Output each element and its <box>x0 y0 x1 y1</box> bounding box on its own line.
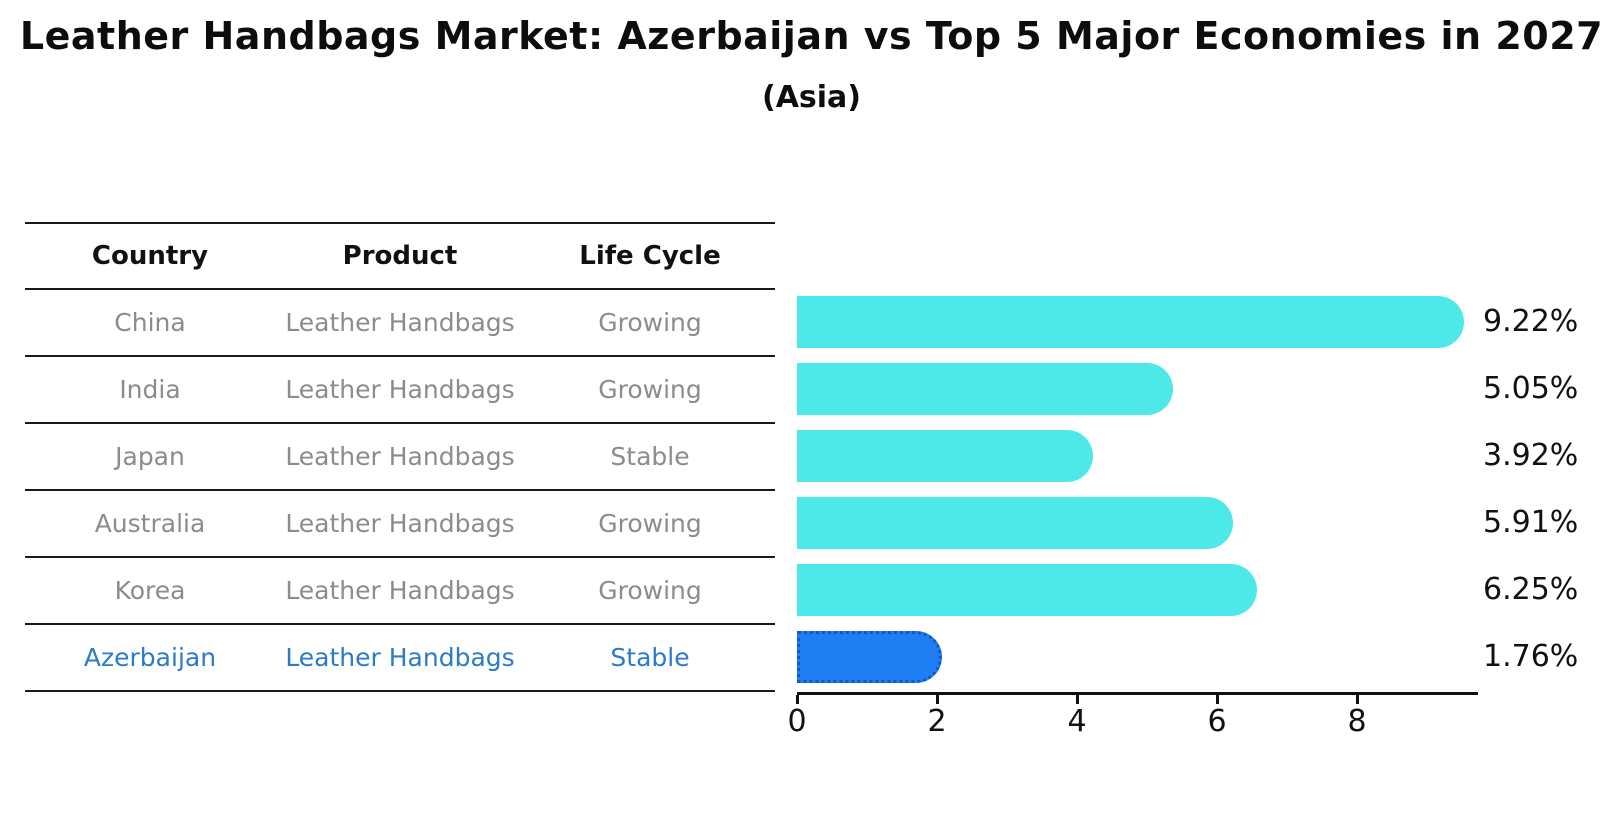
cell-life-cycle: Growing <box>598 509 702 538</box>
cell-country: China <box>114 308 186 337</box>
table-row-japan: Japan Leather Handbags Stable <box>25 424 775 491</box>
x-axis-tick <box>1356 695 1359 704</box>
column-header-country: Country <box>91 241 209 271</box>
value-label-japan: 3.92% <box>1483 438 1579 473</box>
cell-country: Azerbaijan <box>83 643 217 672</box>
table-row-korea: Korea Leather Handbags Growing <box>25 558 775 625</box>
bar-india <box>797 362 1173 415</box>
bar-china <box>797 295 1465 348</box>
value-label-india: 5.05% <box>1483 371 1579 406</box>
x-axis-tick <box>1216 695 1219 704</box>
cell-product: Leather Handbags <box>285 643 515 672</box>
value-label-china: 9.22% <box>1483 304 1579 339</box>
cell-product: Leather Handbags <box>285 576 515 605</box>
table-row-australia: Australia Leather Handbags Growing <box>25 491 775 558</box>
x-axis-tick-label: 0 <box>787 704 807 739</box>
cell-product: Leather Handbags <box>285 375 515 404</box>
x-axis-tick-label: 4 <box>1067 704 1087 739</box>
page-subtitle: (Asia) <box>761 80 862 115</box>
x-axis-tick <box>1076 695 1079 704</box>
value-label-australia: 5.91% <box>1483 505 1579 540</box>
cell-product: Leather Handbags <box>285 442 515 471</box>
x-axis-tick-label: 6 <box>1207 704 1227 739</box>
cell-life-cycle: Growing <box>598 576 702 605</box>
column-header-life-cycle: Life Cycle <box>579 241 721 271</box>
table-row-india: India Leather Handbags Growing <box>25 357 775 424</box>
cell-life-cycle: Stable <box>610 442 690 471</box>
bar-chart: 9.22% 5.05% 3.92% 5.91% 6.25% 1.76% 0 2 … <box>787 288 1623 823</box>
x-axis-tick <box>936 695 939 704</box>
x-axis-tick-label: 2 <box>927 704 947 739</box>
table-row-azerbaijan: Azerbaijan Leather Handbags Stable <box>25 625 775 692</box>
cell-life-cycle: Stable <box>610 643 690 672</box>
bar-azerbaijan <box>797 630 943 683</box>
cell-country: Korea <box>114 576 186 605</box>
x-axis-tick <box>796 695 799 704</box>
page-title: Leather Handbags Market: Azerbaijan vs T… <box>19 14 1604 58</box>
x-axis-tick-label: 8 <box>1347 704 1367 739</box>
bar-korea <box>797 563 1257 616</box>
cell-life-cycle: Growing <box>598 308 702 337</box>
table-header-row: Country Product Life Cycle <box>25 222 775 290</box>
bar-australia <box>797 496 1233 549</box>
value-label-korea: 6.25% <box>1483 572 1579 607</box>
cell-country: Australia <box>94 509 206 538</box>
cell-life-cycle: Growing <box>598 375 702 404</box>
x-axis-line <box>797 692 1478 695</box>
country-table: Country Product Life Cycle China Leather… <box>25 222 775 692</box>
cell-country: India <box>119 375 181 404</box>
column-header-product: Product <box>342 241 458 271</box>
table-row-china: China Leather Handbags Growing <box>25 290 775 357</box>
cell-country: Japan <box>115 442 185 471</box>
bar-japan <box>797 429 1094 482</box>
value-label-azerbaijan: 1.76% <box>1483 639 1579 674</box>
cell-product: Leather Handbags <box>285 509 515 538</box>
cell-product: Leather Handbags <box>285 308 515 337</box>
